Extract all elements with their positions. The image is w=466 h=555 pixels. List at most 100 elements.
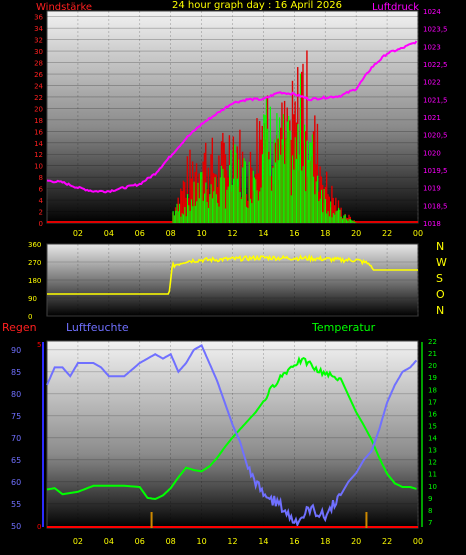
wind-bar xyxy=(244,161,246,223)
wind-bar xyxy=(236,178,239,223)
rain-bars xyxy=(47,512,418,528)
humidity-axis-label: Luftfeuchte xyxy=(66,321,129,334)
wind-bar xyxy=(185,216,187,223)
compass-label: N xyxy=(436,304,444,317)
pressure-tick-label: 1018,5 xyxy=(423,202,448,210)
gust-bar xyxy=(325,171,328,223)
gust-bar xyxy=(283,100,286,223)
hour-tick-label: 08 xyxy=(166,229,176,238)
pressure-tick-label: 1019 xyxy=(423,185,441,193)
wind-bar xyxy=(342,219,344,223)
direction-tick-label: 180 xyxy=(28,277,41,285)
temperature-tick-label: 19 xyxy=(428,374,437,382)
temperature-tick-label: 18 xyxy=(428,386,437,394)
pressure-tick-label: 1023 xyxy=(423,43,441,51)
wind-bar xyxy=(345,219,348,223)
wind-bar xyxy=(306,140,308,223)
hour-tick-label: 04 xyxy=(104,537,114,546)
wind-bar xyxy=(176,203,178,223)
gust-bar xyxy=(180,188,182,223)
wind-bar xyxy=(271,190,273,223)
gust-bar xyxy=(186,156,189,223)
temperature-tick-label: 16 xyxy=(428,410,437,418)
wind-bar xyxy=(289,130,291,223)
wind-bar xyxy=(256,190,258,223)
hour-tick-label: 12 xyxy=(227,229,237,238)
wind-bar xyxy=(211,198,214,223)
wind-bar xyxy=(267,128,269,223)
pressure-tick-label: 1022,5 xyxy=(423,61,448,69)
temperature-tick-label: 13 xyxy=(428,447,437,455)
wind-bar xyxy=(347,220,349,223)
wind-bar xyxy=(209,194,211,223)
wind-tick-label: 34 xyxy=(34,25,43,33)
wind-bar xyxy=(180,216,182,223)
temperature-axis-label: Temperatur xyxy=(311,321,376,334)
wind-bar xyxy=(314,194,316,223)
wind-bar xyxy=(286,121,289,223)
wind-tick-label: 2 xyxy=(39,209,43,217)
gust-bar xyxy=(300,71,303,224)
wind-bar xyxy=(294,137,296,223)
gust-bar xyxy=(322,184,324,223)
wind-direction-line xyxy=(47,253,418,295)
wind-bar xyxy=(324,199,327,223)
wind-bar xyxy=(234,144,236,223)
humidity-line xyxy=(46,343,418,528)
temperature-tick-label: 17 xyxy=(428,398,437,406)
gust-bar xyxy=(306,50,308,223)
wind-bar xyxy=(214,177,216,223)
wind-bar xyxy=(230,150,232,223)
wind-bar xyxy=(198,198,200,223)
wind-bar xyxy=(210,184,212,223)
gust-bar xyxy=(304,131,307,223)
pressure-tick-label: 1020,5 xyxy=(423,132,448,140)
wind-bar xyxy=(290,195,292,223)
temperature-tick-label: 15 xyxy=(428,422,437,430)
hour-tick-label: 10 xyxy=(196,229,206,238)
wind-bar xyxy=(351,220,353,223)
wind-bar xyxy=(278,117,281,223)
wind-bar xyxy=(343,215,345,223)
hour-tick-label: 16 xyxy=(289,229,299,238)
rain-bar xyxy=(150,512,153,528)
wind-bar xyxy=(173,215,176,223)
bottom-hour-axis: 02 04 06 08 10 12 14 16 18 20 22 00 xyxy=(73,537,423,546)
wind-bar xyxy=(240,198,243,223)
wind-bar xyxy=(253,177,256,223)
wind-bar xyxy=(257,200,260,223)
pressure-tick-label: 1019,5 xyxy=(423,167,448,175)
wind-bar xyxy=(299,73,302,224)
gust-bar xyxy=(256,118,258,223)
gust-bar xyxy=(328,196,330,223)
top-hour-axis: 02 04 06 08 10 12 14 16 18 20 22 00 xyxy=(73,229,423,238)
wind-bar xyxy=(264,115,266,223)
gust-bar xyxy=(316,123,319,223)
wind-bar xyxy=(336,210,338,223)
wind-bar xyxy=(206,201,208,223)
temperature-tick-label: 7 xyxy=(428,519,432,527)
pressure-tick-label: 1023,5 xyxy=(423,26,448,34)
rain-axis-label: Regen xyxy=(2,321,37,334)
gust-bar xyxy=(177,197,179,223)
wind-bar xyxy=(222,168,224,223)
temperature-tick-label: 11 xyxy=(428,471,437,479)
wind-bar xyxy=(238,159,240,223)
wind-bar xyxy=(334,214,336,223)
wind-tick-label: 24 xyxy=(34,82,43,90)
gust-bar xyxy=(185,197,187,223)
gust-bar xyxy=(257,173,260,223)
gust-bar xyxy=(348,214,350,223)
wind-tick-label: 16 xyxy=(34,128,43,136)
wind-tick-label: 18 xyxy=(34,117,43,125)
gust-bar xyxy=(251,167,253,223)
wind-bar xyxy=(229,165,231,223)
humidity-tick-label: 70 xyxy=(11,434,21,443)
wind-bar xyxy=(288,115,290,223)
wind-bar xyxy=(239,192,241,223)
wind-tick-label: 14 xyxy=(34,140,43,148)
wind-bar xyxy=(349,219,352,223)
wind-tick-label: 20 xyxy=(34,105,43,113)
wind-bar xyxy=(261,154,264,223)
